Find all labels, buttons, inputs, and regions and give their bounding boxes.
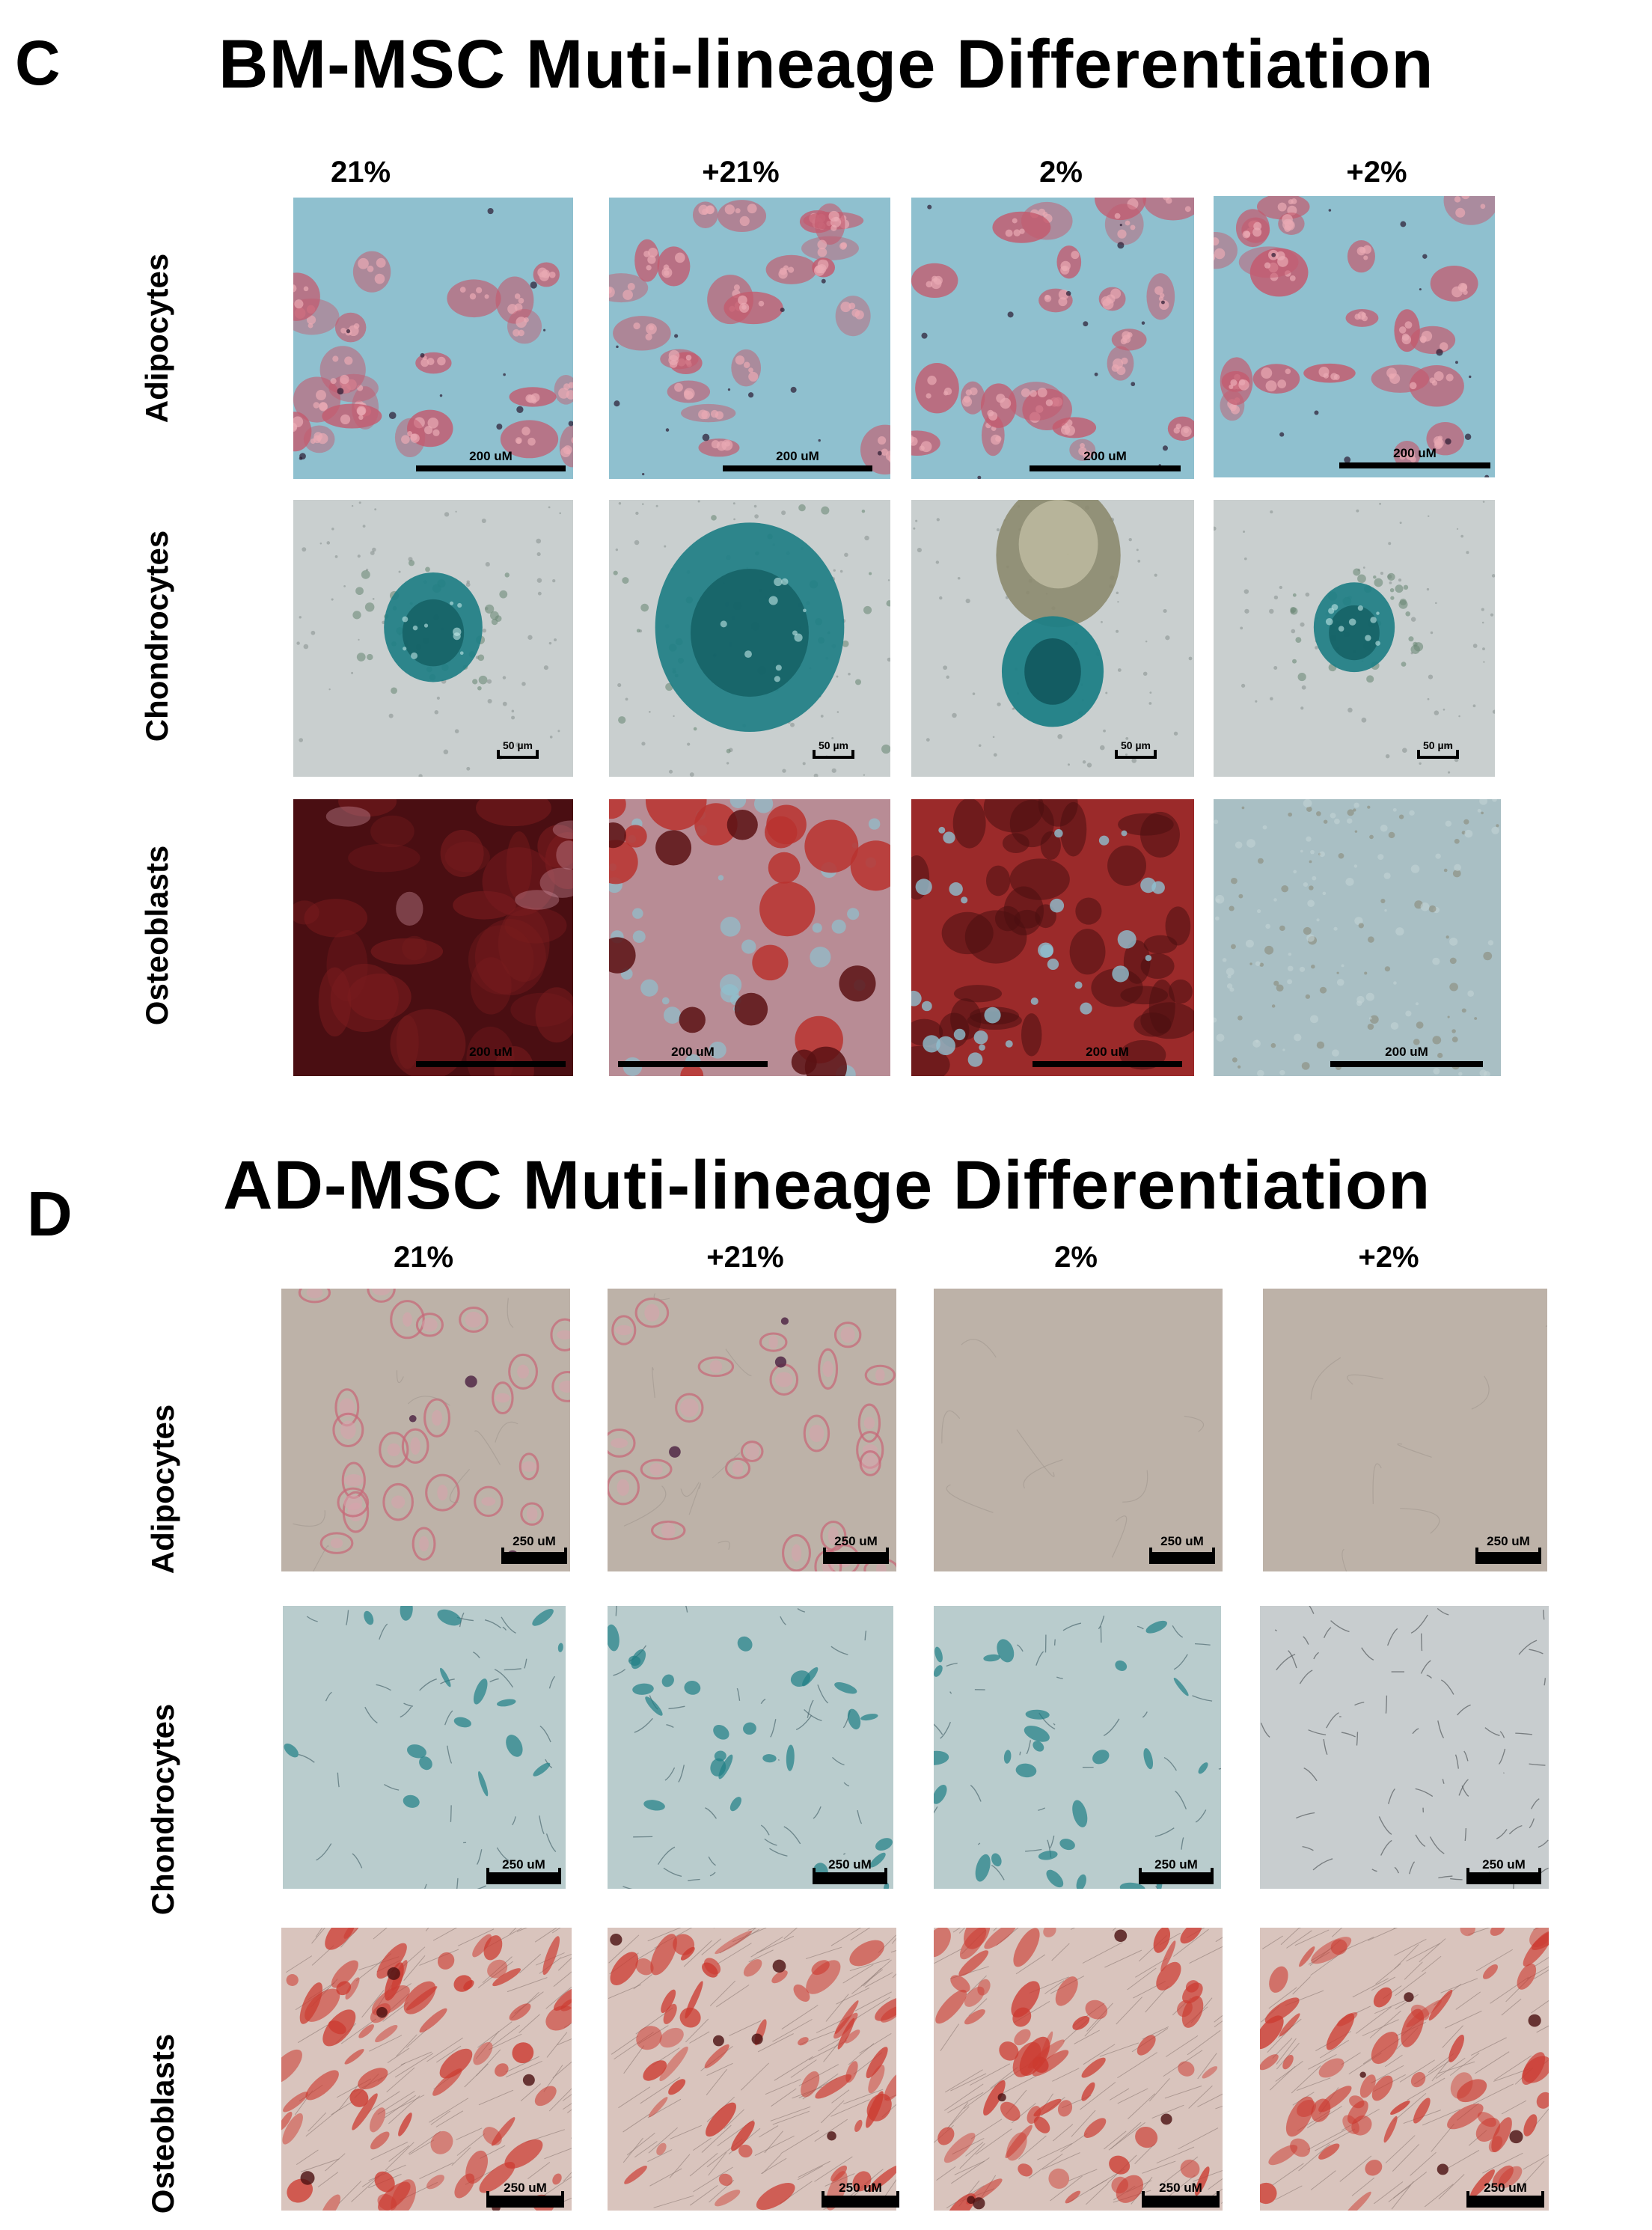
micrograph-bm-osteoblasts-21	[293, 799, 573, 1076]
micrograph-bm-osteoblasts-2	[911, 799, 1194, 1076]
scale-bar-bm-adipocytes-plus21: 200 uM	[723, 442, 872, 471]
scale-bar-bm-osteoblasts-21: 200 uM	[416, 1037, 566, 1067]
panel-d-col-header-2: 2%	[1054, 1241, 1098, 1274]
panel-d-col-header-plus2: +2%	[1358, 1241, 1419, 1274]
scale-bar-bm-chondrocytes-plus21: 50 µm	[813, 729, 854, 759]
micrograph-ad-osteoblasts-plus21	[608, 1928, 896, 2211]
panel-c-col-header-plus21: +21%	[702, 156, 780, 189]
micrograph-ad-chondrocytes-2	[934, 1606, 1221, 1889]
scale-bar-ad-adipocytes-plus21: 250 uM	[823, 1531, 889, 1564]
scale-bar-bm-osteoblasts-plus21: 200 uM	[618, 1037, 768, 1067]
scale-bar-ad-osteoblasts-21: 250 uM	[486, 2175, 564, 2208]
micrograph-bm-adipocytes-plus2	[1214, 196, 1495, 477]
panel-d-title: AD-MSC Muti-lineage Differentiation	[223, 1147, 1431, 1224]
micrograph-ad-osteoblasts-plus2	[1260, 1928, 1549, 2211]
micrograph-ad-adipocytes-plus21	[608, 1289, 896, 1571]
scale-bar-ad-chondrocytes-2: 250 uM	[1139, 1851, 1214, 1884]
scale-bar-ad-chondrocytes-plus2: 250 uM	[1466, 1851, 1541, 1884]
micrograph-ad-chondrocytes-plus2	[1260, 1606, 1549, 1889]
micrograph-bm-chondrocytes-plus2	[1214, 500, 1495, 777]
panel-d-col-header-plus21: +21%	[706, 1241, 784, 1274]
scale-bar-bm-osteoblasts-plus2: 200 uM	[1330, 1037, 1483, 1067]
scale-bar-bm-chondrocytes-21: 50 µm	[497, 729, 539, 759]
panel-c-col-header-2: 2%	[1039, 156, 1083, 189]
micrograph-bm-osteoblasts-plus2	[1214, 799, 1501, 1076]
panel-d-letter: D	[27, 1179, 73, 1249]
scale-bar-ad-chondrocytes-plus21: 250 uM	[813, 1851, 887, 1884]
panel-d-row-label-adipocytes: Adipocytes	[145, 1404, 180, 1574]
micrograph-bm-chondrocytes-plus21	[609, 500, 890, 777]
scale-bar-bm-chondrocytes-plus2: 50 µm	[1417, 729, 1459, 759]
micrograph-ad-chondrocytes-21	[283, 1606, 566, 1889]
micrograph-ad-adipocytes-plus2	[1263, 1289, 1547, 1571]
panel-d-row-label-chondrocytes: Chondrocytes	[145, 1703, 180, 1916]
micrograph-ad-adipocytes-21	[281, 1289, 570, 1571]
scale-bar-ad-osteoblasts-2: 250 uM	[1142, 2175, 1220, 2208]
panel-c-col-header-plus2: +2%	[1346, 156, 1407, 189]
micrograph-ad-osteoblasts-21	[281, 1928, 572, 2211]
micrograph-ad-chondrocytes-plus21	[608, 1606, 893, 1889]
micrograph-bm-chondrocytes-21	[293, 500, 573, 777]
panel-d-row-label-osteoblasts: Osteoblasts	[145, 2033, 180, 2214]
scale-bar-bm-adipocytes-2: 200 uM	[1030, 442, 1181, 471]
micrograph-bm-adipocytes-21	[293, 198, 573, 479]
micrograph-ad-osteoblasts-2	[934, 1928, 1223, 2211]
panel-d-col-header-21: 21%	[393, 1241, 454, 1274]
scale-bar-bm-osteoblasts-2: 200 uM	[1032, 1037, 1182, 1067]
panel-c-row-label-adipocytes: Adipocytes	[139, 253, 174, 424]
panel-c-row-label-osteoblasts: Osteoblasts	[139, 845, 174, 1026]
scale-bar-bm-adipocytes-21: 200 uM	[416, 442, 566, 471]
scale-bar-ad-chondrocytes-21: 250 uM	[486, 1851, 561, 1884]
scale-bar-ad-adipocytes-plus2: 250 uM	[1475, 1531, 1541, 1564]
micrograph-bm-adipocytes-plus21	[609, 198, 890, 479]
scale-bar-ad-adipocytes-2: 250 uM	[1149, 1531, 1215, 1564]
micrograph-bm-adipocytes-2	[911, 198, 1194, 479]
micrograph-bm-chondrocytes-2	[911, 500, 1194, 777]
scale-bar-ad-osteoblasts-plus21: 250 uM	[822, 2175, 899, 2208]
scale-bar-bm-adipocytes-plus2: 200 uM	[1339, 439, 1490, 468]
panel-c-row-label-chondrocytes: Chondrocytes	[139, 530, 174, 742]
panel-c-title: BM-MSC Muti-lineage Differentiation	[218, 26, 1434, 103]
scale-bar-ad-osteoblasts-plus2: 250 uM	[1466, 2175, 1544, 2208]
panel-c-col-header-21: 21%	[330, 156, 391, 189]
scale-bar-bm-chondrocytes-2: 50 µm	[1115, 729, 1157, 759]
panel-c-letter: C	[15, 28, 61, 98]
micrograph-ad-adipocytes-2	[934, 1289, 1223, 1571]
scale-bar-ad-adipocytes-21: 250 uM	[501, 1531, 567, 1564]
micrograph-bm-osteoblasts-plus21	[609, 799, 890, 1076]
